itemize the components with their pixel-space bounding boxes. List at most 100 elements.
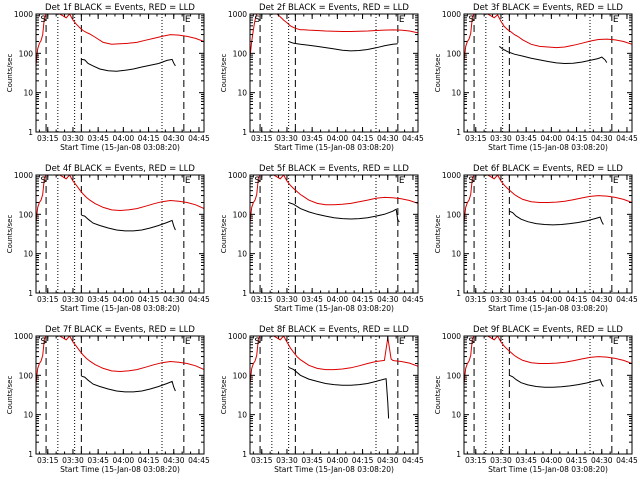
y-tick-label: 10	[237, 411, 247, 420]
x-tick-label: 03:30	[276, 134, 298, 143]
x-axis-label: Start Time (15-Jan-08 03:08:20)	[60, 304, 180, 313]
axes-frame	[463, 13, 633, 133]
y-tick-label: 1	[242, 128, 247, 137]
x-tick-label: 03:30	[276, 456, 298, 465]
y-tick-label: 100	[19, 210, 34, 219]
marker-s: S	[40, 176, 46, 186]
y-tick-label: 1	[242, 450, 247, 459]
x-tick-label: 03:15	[251, 134, 273, 143]
y-tick-label: 1000	[442, 171, 461, 180]
series-group	[464, 175, 632, 226]
lld-series-line	[464, 14, 632, 63]
lld-series-line	[36, 336, 204, 385]
axes-frame	[463, 174, 633, 294]
events-series-line	[288, 41, 398, 52]
x-tick-label: 04:00	[327, 456, 349, 465]
y-tick-label: 1	[456, 289, 461, 298]
y-tick-label: 1	[242, 289, 247, 298]
y-axis-label: Counts/sec	[434, 215, 442, 254]
x-tick-label: 03:15	[465, 134, 487, 143]
x-axis-label: Start Time (15-Jan-08 03:08:20)	[488, 304, 608, 313]
y-tick-label: 1	[456, 450, 461, 459]
y-tick-label: 1000	[442, 332, 461, 341]
x-tick-label: 04:00	[541, 295, 563, 304]
y-tick-label: 10	[23, 250, 33, 259]
lld-series-line	[250, 175, 418, 224]
y-tick-label: 100	[447, 210, 462, 219]
x-tick-label: 04:45	[616, 456, 638, 465]
marker-s: S	[254, 15, 260, 25]
detector-panel: Det 3f BLACK = Events, RED = LLD 1 10 100 10…	[434, 3, 638, 152]
x-tick-label: 03:15	[37, 295, 59, 304]
x-tick-label: 03:45	[515, 456, 537, 465]
lld-series-line	[464, 336, 632, 385]
x-axis-label: Start Time (15-Jan-08 03:08:20)	[274, 143, 394, 152]
x-tick-label: 04:30	[163, 134, 185, 143]
x-tick-label: 04:45	[616, 134, 638, 143]
panel-title: Det 6f BLACK = Events, RED = LLD	[473, 164, 623, 174]
x-tick-label: 04:00	[113, 456, 135, 465]
x-tick-label: 04:15	[138, 295, 160, 304]
panel-title: Det 2f BLACK = Events, RED = LLD	[259, 3, 409, 13]
x-tick-label: 03:30	[276, 295, 298, 304]
axes-frame	[463, 335, 633, 455]
marker-s: S	[40, 15, 46, 25]
y-tick-label: 10	[451, 411, 461, 420]
x-tick-label: 03:15	[37, 134, 59, 143]
series-group	[464, 14, 632, 65]
detector-panel: Det 4f BLACK = Events, RED = LLD 1 10 100 10…	[6, 164, 210, 313]
y-tick-label: 1000	[14, 10, 33, 19]
events-series-line	[509, 210, 604, 226]
events-series-line	[81, 58, 176, 72]
y-axis-label: Counts/sec	[220, 215, 228, 254]
x-tick-label: 04:45	[188, 295, 210, 304]
lld-series-line	[36, 14, 204, 66]
x-tick-label: 03:30	[490, 134, 512, 143]
marker-s: S	[468, 176, 474, 186]
x-tick-label: 04:45	[402, 134, 424, 143]
y-tick-label: 1000	[442, 10, 461, 19]
x-tick-label: 04:15	[352, 295, 374, 304]
x-tick-label: 04:00	[327, 295, 349, 304]
y-tick-label: 100	[233, 210, 248, 219]
x-tick-label: 04:15	[352, 134, 374, 143]
x-tick-label: 04:45	[188, 456, 210, 465]
series-group	[250, 175, 418, 224]
events-series-line	[81, 375, 176, 393]
y-tick-label: 100	[19, 49, 34, 58]
panel-title: Det 5f BLACK = Events, RED = LLD	[259, 164, 409, 174]
x-axis-label: Start Time (15-Jan-08 03:08:20)	[488, 465, 608, 474]
x-tick-label: 04:30	[591, 456, 613, 465]
x-tick-label: 04:00	[327, 134, 349, 143]
x-tick-label: 03:15	[251, 456, 273, 465]
x-tick-label: 03:30	[490, 295, 512, 304]
x-tick-label: 03:45	[301, 456, 323, 465]
x-tick-label: 04:00	[541, 456, 563, 465]
x-tick-label: 04:30	[163, 295, 185, 304]
detector-panel: Det 2f BLACK = Events, RED = LLD 1 10 100 10…	[220, 3, 424, 152]
x-tick-label: 04:15	[138, 456, 160, 465]
x-tick-label: 04:15	[566, 295, 588, 304]
x-tick-label: 03:45	[301, 134, 323, 143]
x-axis-label: Start Time (15-Jan-08 03:08:20)	[274, 465, 394, 474]
x-tick-label: 04:15	[566, 456, 588, 465]
marker-e: E	[399, 337, 405, 347]
y-tick-label: 1000	[14, 171, 33, 180]
y-axis-label: Counts/sec	[220, 54, 228, 93]
axes-frame	[249, 174, 419, 294]
x-tick-label: 03:45	[87, 134, 109, 143]
x-tick-label: 04:00	[113, 134, 135, 143]
x-tick-label: 03:15	[465, 456, 487, 465]
x-tick-label: 03:45	[515, 295, 537, 304]
panel-title: Det 7f BLACK = Events, RED = LLD	[45, 325, 195, 335]
y-axis-label: Counts/sec	[434, 376, 442, 415]
marker-e: E	[185, 15, 191, 25]
panel-title: Det 3f BLACK = Events, RED = LLD	[473, 3, 623, 13]
y-tick-label: 100	[233, 49, 248, 58]
x-tick-label: 03:15	[251, 295, 273, 304]
marker-s: S	[254, 337, 260, 347]
x-tick-label: 04:30	[591, 295, 613, 304]
events-series-line	[498, 46, 608, 65]
panel-title: Det 9f BLACK = Events, RED = LLD	[473, 325, 623, 335]
axes-frame	[249, 13, 419, 133]
